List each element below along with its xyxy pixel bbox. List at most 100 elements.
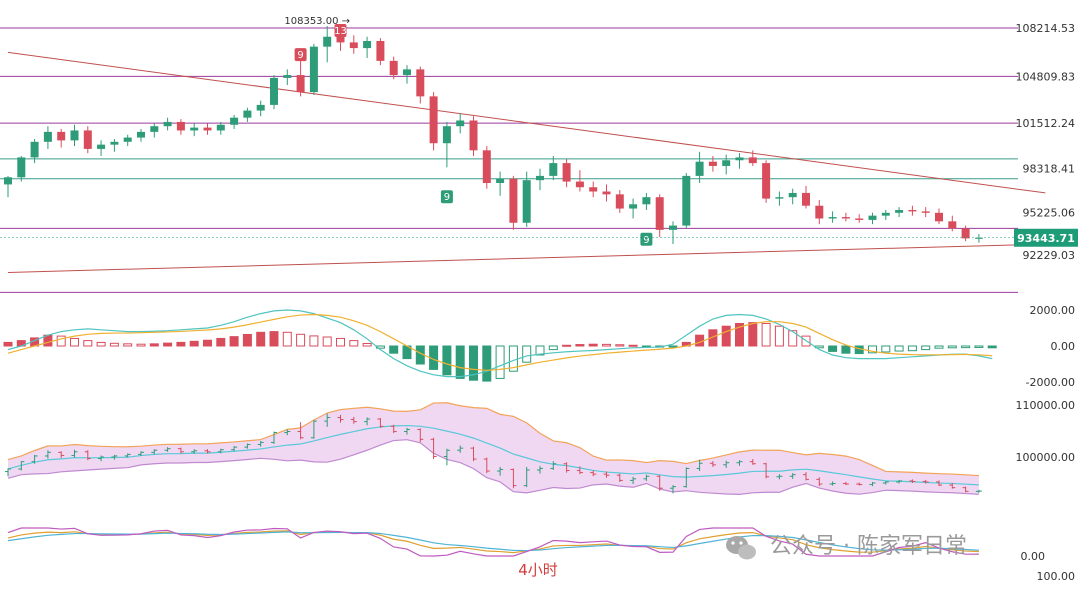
macd-histogram-bar bbox=[136, 343, 146, 347]
candle-body bbox=[575, 181, 584, 188]
candle-body bbox=[429, 96, 438, 144]
candle-body bbox=[336, 36, 345, 43]
bb-tick-label: 100000.00 bbox=[1016, 451, 1076, 464]
watermark-text: 公众号 · 陈家军日常 bbox=[770, 534, 967, 559]
macd-histogram-bar bbox=[269, 331, 279, 347]
bollinger-panel bbox=[5, 402, 982, 495]
macd-histogram-bar bbox=[628, 344, 638, 347]
kdj-panel bbox=[7, 527, 979, 557]
macd-histogram-bar bbox=[56, 335, 66, 347]
macd-histogram-bar bbox=[721, 325, 731, 347]
bb-tick-label: 110000.00 bbox=[1016, 399, 1076, 412]
candle-body bbox=[349, 42, 358, 49]
macd-histogram-bar bbox=[362, 342, 372, 347]
candle-body bbox=[190, 127, 199, 131]
signal-tag-text: 9 bbox=[643, 235, 649, 246]
macd-histogram-bar bbox=[881, 345, 891, 353]
macd-histogram-bar bbox=[349, 340, 359, 347]
macd-line bbox=[7, 309, 993, 378]
macd-histogram-bar bbox=[974, 345, 984, 348]
candle-body bbox=[695, 161, 704, 176]
candle-body bbox=[974, 237, 983, 239]
macd-histogram-bar bbox=[575, 344, 585, 347]
signal-tag-text: 9 bbox=[444, 192, 450, 203]
bollinger-mid bbox=[7, 424, 979, 486]
watermark: 公众号 · 陈家军日常 bbox=[726, 534, 967, 560]
macd-histogram-bar bbox=[256, 331, 266, 347]
signal-tag-box bbox=[334, 24, 347, 38]
macd-histogram-bar bbox=[695, 334, 705, 347]
kdj-tick-label: 100.00 bbox=[1037, 570, 1076, 583]
bollinger-upper bbox=[7, 402, 979, 477]
macd-histogram-bar bbox=[176, 341, 186, 347]
macd-histogram-bar bbox=[615, 344, 625, 347]
candle-body bbox=[908, 209, 917, 212]
macd-histogram-bar bbox=[123, 343, 133, 347]
macd-histogram-bar bbox=[934, 345, 944, 349]
macd-histogram-bar bbox=[189, 340, 199, 347]
macd-histogram-bar bbox=[987, 345, 997, 349]
macd-histogram-bar bbox=[788, 330, 798, 347]
candle-body bbox=[203, 127, 212, 131]
candle-body bbox=[30, 141, 39, 158]
candle-body bbox=[509, 178, 518, 223]
signal-tag: 9 bbox=[440, 190, 453, 204]
candle-body bbox=[283, 75, 292, 78]
macd-histogram-bar bbox=[761, 323, 771, 347]
candle-body bbox=[536, 175, 544, 181]
high-marker: 108353.00 → bbox=[284, 16, 350, 27]
macd-histogram-bar bbox=[841, 345, 851, 354]
macd-histogram-bar bbox=[947, 345, 957, 349]
candle-body bbox=[602, 191, 611, 195]
candle-body bbox=[110, 141, 119, 145]
signal-tag-text: 13 bbox=[334, 26, 347, 37]
macd-histogram-bar bbox=[149, 343, 159, 347]
candle-body bbox=[83, 130, 92, 149]
macd-histogram-bar bbox=[708, 329, 718, 347]
candle-body bbox=[4, 177, 12, 185]
candle-body bbox=[296, 75, 305, 93]
candle-body bbox=[948, 221, 957, 229]
signal-line bbox=[7, 313, 993, 371]
candle-body bbox=[309, 46, 318, 93]
macd-histogram-bar bbox=[242, 333, 252, 347]
candle-body bbox=[403, 69, 411, 76]
macd-histogram-bar bbox=[83, 340, 93, 347]
macd-histogram-bar bbox=[482, 345, 492, 382]
candle-body bbox=[868, 215, 877, 220]
candle-body bbox=[270, 77, 278, 105]
timeframe-label: 4小时 bbox=[518, 561, 558, 579]
macd-histogram-bar bbox=[548, 345, 558, 351]
kdj-j-line bbox=[7, 527, 979, 557]
macd-histogram-bar bbox=[203, 339, 212, 347]
candle-body bbox=[137, 131, 145, 138]
macd-histogram-bar bbox=[735, 323, 744, 347]
candle-body bbox=[163, 121, 172, 127]
macd-histogram-bar bbox=[163, 342, 173, 347]
macd-histogram-bar bbox=[455, 345, 465, 379]
trendline bbox=[7, 51, 1046, 194]
candle-body bbox=[762, 163, 771, 199]
candle-body bbox=[841, 217, 850, 219]
bollinger-lower bbox=[7, 439, 979, 495]
macd-histogram-bar bbox=[389, 345, 399, 354]
candle-body bbox=[562, 163, 571, 182]
macd-histogram-bar bbox=[562, 344, 572, 347]
candle-body bbox=[881, 212, 890, 216]
candle-body bbox=[243, 110, 252, 118]
macd-histogram-bar bbox=[109, 342, 119, 347]
kdj-k-line bbox=[7, 530, 979, 554]
price-panel: 9 13 9 9 108353.00 → bbox=[4, 16, 983, 246]
candle-body bbox=[150, 126, 159, 132]
macd-histogram-bar bbox=[602, 343, 611, 347]
macd-histogram-bar bbox=[535, 345, 545, 356]
candle-body bbox=[802, 192, 810, 206]
candle-body bbox=[708, 161, 717, 166]
macd-histogram-bar bbox=[282, 331, 292, 347]
candle-body bbox=[629, 204, 638, 209]
candle-body bbox=[496, 178, 505, 183]
macd-histogram-bar bbox=[96, 341, 106, 347]
price-tick-label: 104809.83 bbox=[1016, 70, 1076, 83]
